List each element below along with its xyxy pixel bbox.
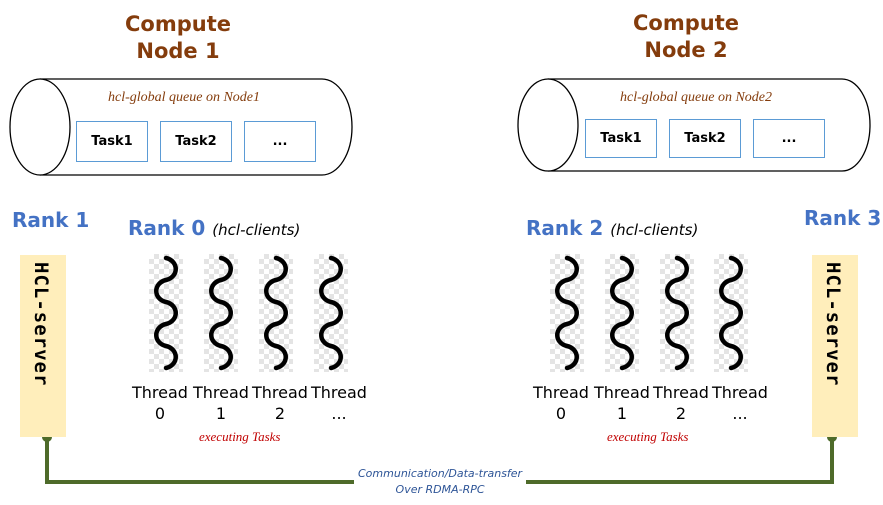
node2-thread-1-icon — [605, 254, 639, 372]
node1-client-rank-row: Rank 0 (hcl-clients) — [128, 216, 300, 240]
node1-thread-1-icon — [204, 254, 238, 372]
node2-server-bar — [812, 255, 858, 437]
thread-id: 1 — [616, 404, 628, 423]
node2-server-rank: Rank 3 — [804, 206, 882, 230]
wavy-thread-icon — [610, 255, 634, 371]
wavy-thread-icon — [665, 255, 689, 371]
communication-label: Communication/Data-transfer Over RDMA-RP… — [354, 466, 527, 498]
wavy-thread-icon — [719, 255, 743, 371]
node2-thread-1-label: Thread 1 — [592, 382, 652, 424]
node2-client-rank-row: Rank 2 (hcl-clients) — [526, 216, 698, 240]
node1-task-2: Task2 — [160, 121, 232, 162]
thread-word: Thread — [712, 383, 768, 402]
node2-executing-label: executing Tasks — [607, 429, 689, 444]
wavy-thread-icon — [209, 255, 233, 371]
node1-thread-0-label: Thread 0 — [130, 382, 190, 424]
thread-word: Thread — [311, 383, 367, 402]
node1-title-line2: Node 1 — [136, 39, 220, 63]
thread-word: Thread — [594, 383, 650, 402]
thread-id: 0 — [555, 404, 567, 423]
node1-server-bar — [20, 255, 66, 437]
node2-server-label: HCL-server — [822, 262, 844, 387]
thread-word: Thread — [132, 383, 188, 402]
wavy-thread-icon — [555, 255, 579, 371]
node1-title: Compute Node 1 — [98, 11, 258, 65]
thread-id: 2 — [675, 404, 687, 423]
node2-title-line1: Compute — [633, 11, 739, 35]
node2-task-1: Task1 — [585, 119, 657, 158]
thread-word: Thread — [252, 383, 308, 402]
node2-thread-2-label: Thread 2 — [651, 382, 711, 424]
node1-task-more: ... — [244, 121, 316, 162]
node2-task-2: Task2 — [669, 119, 741, 158]
thread-id: 2 — [274, 404, 286, 423]
node1-task-1: Task1 — [76, 121, 148, 162]
node1-thread-2-icon — [259, 254, 293, 372]
node2-client-note: (hcl-clients) — [610, 221, 699, 239]
thread-id: ... — [331, 404, 347, 423]
node1-thread-0-icon — [149, 254, 183, 372]
node1-thread-3-label: Thread ... — [309, 382, 369, 424]
node2-queue-label: hcl-global queue on Node2 — [620, 90, 773, 105]
node1-executing-label: executing Tasks — [199, 429, 281, 444]
node2-task-more: ... — [753, 119, 825, 158]
thread-word: Thread — [653, 383, 709, 402]
wavy-thread-icon — [264, 255, 288, 371]
node1-queue-label: hcl-global queue on Node1 — [108, 90, 261, 105]
node2-thread-2-icon — [660, 254, 694, 372]
node2-thread-0-icon — [550, 254, 584, 372]
node2-title: Compute Node 2 — [606, 10, 766, 64]
node1-client-note: (hcl-clients) — [212, 221, 301, 239]
node2-thread-3-icon — [714, 254, 748, 372]
node1-title-line1: Compute — [125, 12, 231, 36]
node2-thread-0-label: Thread 0 — [531, 382, 591, 424]
node2-thread-3-label: Thread ... — [710, 382, 770, 424]
wavy-thread-icon — [154, 255, 178, 371]
node1-client-rank: Rank 0 — [128, 216, 206, 240]
node1-server-rank: Rank 1 — [12, 208, 90, 232]
node1-server-label: HCL-server — [30, 262, 52, 387]
thread-word: Thread — [533, 383, 589, 402]
thread-word: Thread — [193, 383, 249, 402]
wavy-thread-icon — [319, 255, 343, 371]
node1-thread-2-label: Thread 2 — [250, 382, 310, 424]
communication-line2: Over RDMA-RPC — [395, 483, 485, 496]
node1-thread-3-icon — [314, 254, 348, 372]
thread-id: 1 — [215, 404, 227, 423]
node1-thread-1-label: Thread 1 — [191, 382, 251, 424]
communication-line1: Communication/Data-transfer — [358, 467, 523, 480]
thread-id: 0 — [154, 404, 166, 423]
thread-id: ... — [732, 404, 748, 423]
node2-client-rank: Rank 2 — [526, 216, 604, 240]
node2-title-line2: Node 2 — [644, 38, 728, 62]
